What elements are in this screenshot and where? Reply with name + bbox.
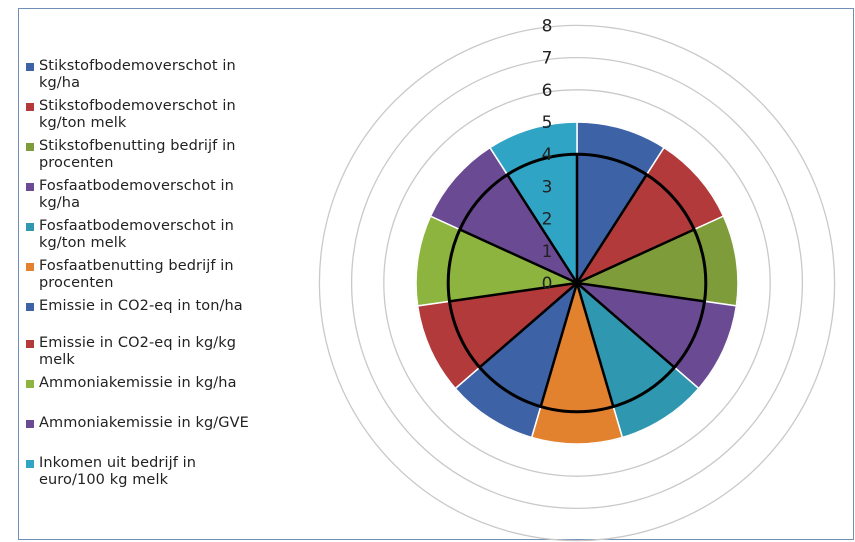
- sector-divider: [576, 228, 695, 285]
- legend-label-line1: Ammoniakemissie in kg/ha: [39, 375, 237, 391]
- sector-divider: [575, 173, 648, 284]
- legend-label: Ammoniakemissie in kg/ha: [39, 375, 237, 392]
- sector: [429, 146, 580, 285]
- legend-item: Fosfaatbodemoverschot in kg/ha: [26, 178, 326, 212]
- legend-label: Stikstofbenutting bedrijf in procenten: [39, 138, 236, 172]
- legend-item: Stikstofbodemoverschot in kg/ton melk: [26, 98, 326, 132]
- legend-label: Stikstofbodemoverschot in kg/ton melk: [39, 98, 236, 132]
- legend-swatch: [26, 303, 34, 311]
- legend-label-line2: kg/ton melk: [39, 115, 127, 131]
- sector: [530, 280, 624, 445]
- legend-swatch: [26, 103, 34, 111]
- legend-item: Emissie in CO2-eq in ton/ha: [26, 298, 326, 315]
- legend-swatch: [26, 183, 34, 191]
- legend-item: Ammoniakemissie in kg/ha: [26, 375, 326, 392]
- legend-label-line1: Fosfaatbodemoverschot in: [39, 218, 234, 234]
- sector-divider: [576, 282, 676, 369]
- legend-label: Fosfaatbenutting bedrijf in procenten: [39, 258, 234, 292]
- legend-label-line1: Inkomen uit bedrijf in: [39, 455, 197, 471]
- sector: [488, 121, 578, 286]
- legend-label: Inkomen uit bedrijf in euro/100 kg melk: [39, 455, 196, 489]
- legend-label: Ammoniakemissie in kg/GVE: [39, 415, 249, 432]
- sector-divider: [449, 281, 578, 303]
- sector-divider: [459, 228, 578, 285]
- tick-label: 5: [542, 113, 553, 133]
- tick-label: 0: [542, 274, 553, 294]
- legend-item: Fosfaatbodemoverschot in kg/ton melk: [26, 218, 326, 252]
- legend-label-line1: Emissie in CO2-eq in kg/kg: [39, 335, 237, 351]
- tick-label: 6: [542, 81, 553, 101]
- legend-swatch: [26, 63, 34, 71]
- sector: [576, 121, 666, 286]
- legend-label: Emissie in CO2-eq in kg/kg melk: [39, 335, 236, 369]
- legend-swatch: [26, 380, 34, 388]
- legend-item: Emissie in CO2-eq in kg/kg melk: [26, 335, 326, 369]
- legend-label-line1: Emissie in CO2-eq in ton/ha: [39, 298, 243, 314]
- tick-label: 4: [542, 145, 553, 165]
- legend-label: Stikstofbodemoverschot in kg/ha: [39, 58, 236, 92]
- grid-ring: [350, 56, 804, 510]
- legend-label-line2: kg/ha: [39, 195, 81, 211]
- grid-ring: [383, 89, 771, 477]
- legend-label-line1: Stikstofbenutting bedrijf in: [39, 138, 236, 154]
- sector-divider: [506, 173, 579, 284]
- legend-swatch: [26, 420, 34, 428]
- sector-divider: [576, 281, 705, 303]
- sector: [416, 281, 580, 390]
- legend-label-line1: Ammoniakemissie in kg/GVE: [39, 415, 249, 431]
- legend-label: Emissie in CO2-eq in ton/ha: [39, 298, 243, 315]
- legend-label-line2: kg/ton melk: [39, 235, 127, 251]
- legend-label-line1: Fosfaatbenutting bedrijf in: [39, 258, 234, 274]
- sector: [574, 146, 725, 285]
- legend-label-line2: euro/100 kg melk: [39, 472, 169, 488]
- legend-item: Stikstofbodemoverschot in kg/ha: [26, 58, 326, 92]
- legend-label: Fosfaatbodemoverschot in kg/ton melk: [39, 218, 234, 252]
- sector: [454, 280, 579, 439]
- legend-label-line2: melk: [39, 352, 75, 368]
- tick-label: 7: [542, 49, 553, 69]
- tick-label: 1: [542, 242, 553, 262]
- sector-divider: [539, 282, 579, 407]
- sector-divider: [575, 282, 615, 407]
- legend-item: Stikstofbenutting bedrijf in procenten: [26, 138, 326, 172]
- sector-divider: [478, 282, 578, 369]
- legend-swatch: [26, 460, 34, 468]
- legend-label-line2: procenten: [39, 155, 114, 171]
- legend-label-line2: kg/ha: [39, 75, 81, 91]
- legend-swatch: [26, 263, 34, 271]
- legend-swatch: [26, 223, 34, 231]
- tick-label: 3: [542, 177, 553, 197]
- legend-item: Ammoniakemissie in kg/GVE: [26, 415, 326, 432]
- sector: [574, 281, 738, 390]
- legend-label-line2: procenten: [39, 275, 114, 291]
- legend-swatch: [26, 340, 34, 348]
- legend-item: Fosfaatbenutting bedrijf in procenten: [26, 258, 326, 292]
- legend-item: Inkomen uit bedrijf in euro/100 kg melk: [26, 455, 326, 489]
- legend-swatch: [26, 143, 34, 151]
- tick-label: 8: [542, 16, 553, 36]
- sector: [575, 280, 700, 439]
- legend-label-line1: Stikstofbodemoverschot in: [39, 98, 236, 114]
- legend-label-line1: Stikstofbodemoverschot in: [39, 58, 236, 74]
- legend-label: Fosfaatbodemoverschot in kg/ha: [39, 178, 234, 212]
- legend-label-line1: Fosfaatbodemoverschot in: [39, 178, 234, 194]
- tick-label: 2: [542, 210, 553, 230]
- grid-ring: [318, 24, 836, 542]
